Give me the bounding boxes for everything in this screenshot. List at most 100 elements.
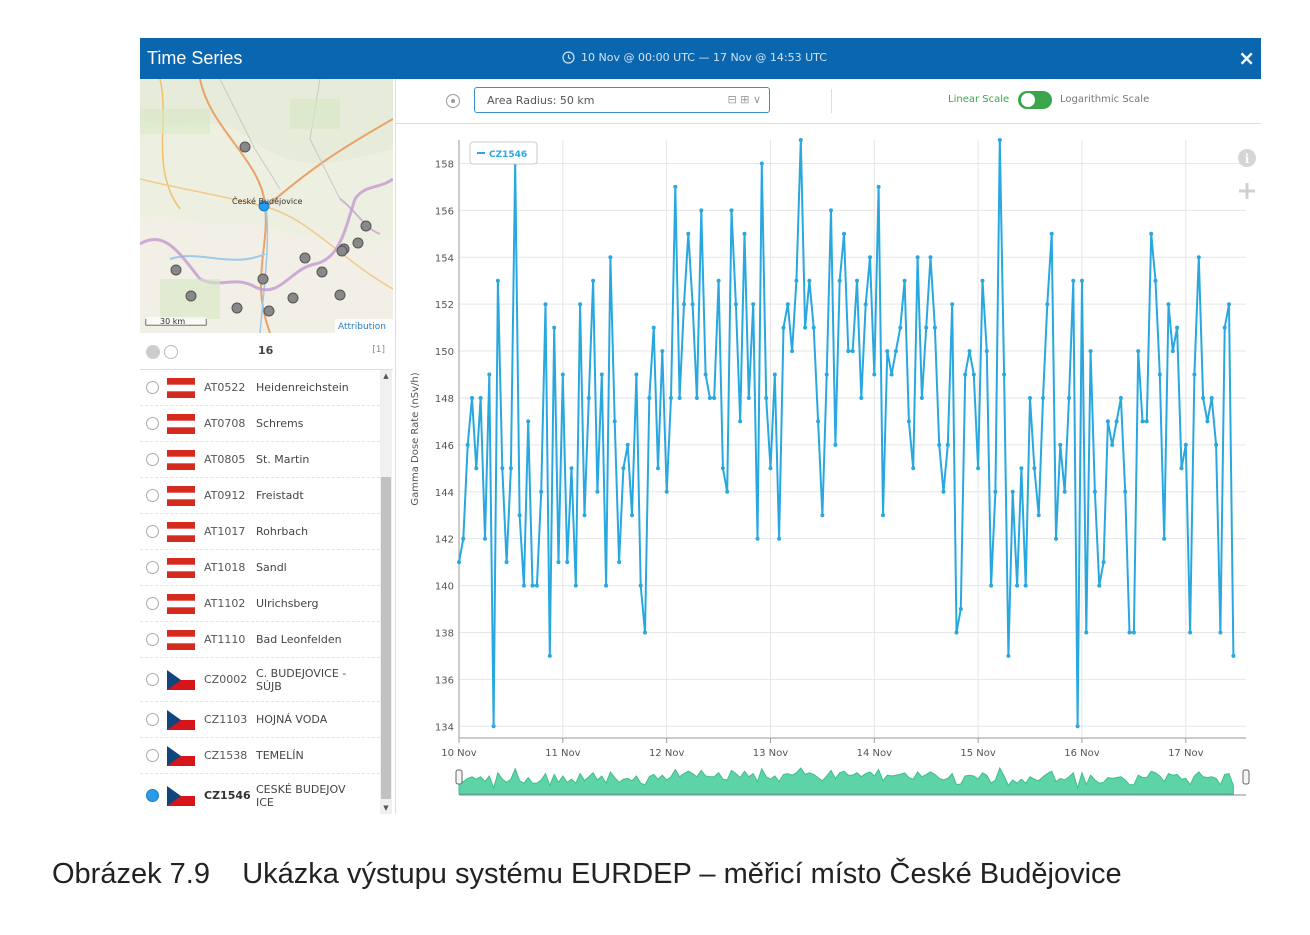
data-point[interactable]: [989, 583, 994, 588]
data-point[interactable]: [521, 583, 526, 588]
data-point[interactable]: [625, 442, 630, 447]
data-point[interactable]: [954, 630, 959, 635]
data-point[interactable]: [504, 560, 509, 565]
station-marker[interactable]: [360, 220, 372, 232]
data-point[interactable]: [1170, 349, 1175, 354]
station-map[interactable]: České Budějovice 30 km Attribution: [140, 79, 393, 333]
data-point[interactable]: [1205, 419, 1210, 424]
station-row[interactable]: AT1110 Bad Leonfelden: [140, 622, 380, 658]
legend[interactable]: CZ1546: [469, 141, 538, 165]
data-point[interactable]: [945, 442, 950, 447]
data-point[interactable]: [1231, 653, 1236, 658]
log-scale-label[interactable]: Logarithmic Scale: [1060, 94, 1150, 105]
data-point[interactable]: [630, 513, 634, 518]
data-point[interactable]: [742, 231, 747, 236]
data-point[interactable]: [1105, 419, 1110, 424]
data-point[interactable]: [621, 466, 626, 471]
station-marker[interactable]: [170, 264, 182, 276]
time-range[interactable]: 10 Nov @ 00:00 UTC — 17 Nov @ 14:53 UTC: [562, 51, 827, 64]
data-point[interactable]: [617, 560, 622, 565]
data-point[interactable]: [755, 536, 760, 541]
data-point[interactable]: [573, 583, 578, 588]
station-radio[interactable]: [146, 453, 159, 466]
data-point[interactable]: [842, 231, 846, 236]
scale-toggle[interactable]: [1018, 91, 1052, 109]
station-marker[interactable]: [257, 273, 269, 285]
data-point[interactable]: [508, 466, 513, 471]
station-radio[interactable]: [146, 489, 159, 502]
data-point[interactable]: [1110, 442, 1115, 447]
station-radio[interactable]: [146, 561, 159, 574]
data-point[interactable]: [932, 325, 937, 330]
data-point[interactable]: [474, 466, 479, 471]
data-point[interactable]: [586, 396, 591, 400]
data-point[interactable]: [483, 536, 487, 541]
data-point[interactable]: [539, 489, 544, 494]
data-point[interactable]: [591, 278, 596, 283]
data-point[interactable]: [976, 466, 981, 471]
data-point[interactable]: [1006, 653, 1011, 658]
data-point[interactable]: [850, 349, 855, 354]
data-point[interactable]: [876, 184, 881, 189]
data-point[interactable]: [811, 325, 816, 330]
data-point[interactable]: [604, 583, 609, 588]
scrollbar-thumb[interactable]: [381, 477, 391, 799]
data-point[interactable]: [746, 396, 751, 400]
data-point[interactable]: [963, 372, 968, 377]
data-point[interactable]: [824, 372, 829, 377]
data-point[interactable]: [716, 278, 721, 283]
data-point[interactable]: [1080, 278, 1084, 283]
data-point[interactable]: [699, 208, 704, 213]
data-point[interactable]: [487, 372, 492, 377]
selected-station-marker[interactable]: [258, 200, 270, 212]
area-radius-select[interactable]: Area Radius: 50 km ⊟ ⊞ ∨: [474, 87, 770, 113]
data-point[interactable]: [1088, 349, 1093, 354]
station-radio[interactable]: [146, 525, 159, 538]
data-point[interactable]: [1222, 325, 1227, 330]
data-point[interactable]: [1101, 560, 1106, 565]
data-point[interactable]: [950, 302, 955, 307]
data-point[interactable]: [694, 396, 699, 400]
data-point[interactable]: [980, 278, 985, 283]
data-point[interactable]: [1131, 630, 1136, 635]
station-row[interactable]: AT1017 Rohrbach: [140, 514, 380, 550]
data-point[interactable]: [1227, 302, 1231, 307]
data-point[interactable]: [643, 630, 647, 635]
data-point[interactable]: [1032, 466, 1037, 471]
data-point[interactable]: [837, 278, 842, 283]
data-point[interactable]: [612, 419, 617, 424]
data-point[interactable]: [478, 396, 483, 400]
data-point[interactable]: [690, 302, 695, 307]
data-point[interactable]: [1028, 396, 1032, 400]
data-point[interactable]: [1075, 724, 1080, 729]
data-point[interactable]: [924, 325, 929, 330]
data-point[interactable]: [495, 278, 500, 283]
data-point[interactable]: [457, 560, 461, 565]
data-point[interactable]: [738, 419, 743, 424]
data-point[interactable]: [556, 560, 561, 565]
data-point[interactable]: [958, 607, 963, 611]
data-point[interactable]: [881, 513, 885, 518]
data-point[interactable]: [984, 349, 989, 354]
radius-controls[interactable]: ⊟ ⊞ ∨: [727, 93, 761, 106]
data-point[interactable]: [465, 442, 470, 447]
data-point[interactable]: [911, 466, 916, 471]
data-point[interactable]: [1049, 231, 1054, 236]
data-point[interactable]: [1179, 466, 1184, 471]
data-point[interactable]: [807, 278, 812, 283]
data-point[interactable]: [1188, 630, 1193, 635]
station-marker[interactable]: [185, 290, 197, 302]
data-point[interactable]: [902, 278, 907, 283]
data-point[interactable]: [1123, 489, 1128, 494]
data-point[interactable]: [461, 536, 466, 541]
chart-area[interactable]: 134 136 138 140 142 144 146 148 150 152 154 156 158 …: [396, 124, 1261, 814]
data-point[interactable]: [759, 161, 764, 166]
data-point[interactable]: [798, 138, 803, 142]
data-point[interactable]: [1019, 466, 1024, 471]
data-point[interactable]: [1045, 302, 1050, 307]
station-radio[interactable]: [146, 597, 159, 610]
data-point[interactable]: [885, 349, 890, 354]
data-point[interactable]: [993, 489, 998, 494]
data-point[interactable]: [893, 349, 898, 354]
station-row[interactable]: CZ1103 HOJNÁ VODA: [140, 702, 380, 738]
